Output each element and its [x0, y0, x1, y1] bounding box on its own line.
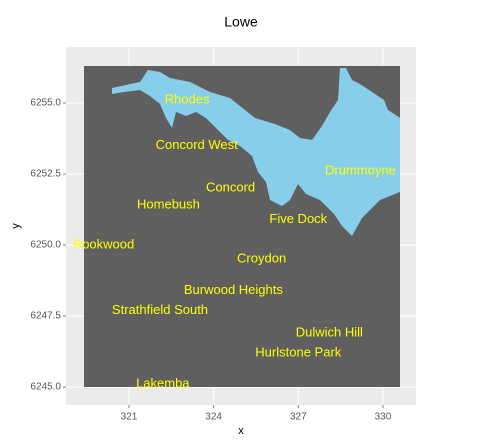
place-label: Lakemba: [136, 376, 190, 391]
x-axis-label: x: [238, 425, 244, 437]
place-label: Dulwich Hill: [296, 325, 363, 340]
x-tick-label: 321: [121, 412, 138, 423]
y-tick-label: 6245.0: [30, 382, 61, 393]
place-label: Homebush: [137, 197, 200, 212]
place-label: Five Dock: [269, 211, 327, 226]
place-label: Concord: [206, 180, 255, 195]
place-label: Strathfield South: [112, 302, 208, 317]
place-label: Drummoyne: [325, 163, 396, 178]
place-label: Croydon: [237, 251, 286, 266]
raster-water: [112, 68, 400, 236]
x-tick-label: 327: [290, 412, 307, 423]
x-tick-label: 324: [205, 412, 222, 423]
y-tick-label: 6252.5: [30, 169, 61, 180]
place-label: Burwood Heights: [184, 282, 283, 297]
x-tick-label: 330: [375, 412, 392, 423]
y-axis-label: y: [10, 223, 22, 229]
place-label: Rhodes: [165, 92, 210, 107]
chart-title: Lowe: [224, 14, 258, 30]
place-label: Concord West: [156, 137, 239, 152]
place-label: Hurlstone Park: [255, 344, 341, 359]
y-tick-label: 6250.0: [30, 240, 61, 251]
y-tick-label: 6247.5: [30, 311, 61, 322]
place-label: Rookwood: [73, 236, 134, 251]
y-tick-label: 6255.0: [30, 98, 61, 109]
